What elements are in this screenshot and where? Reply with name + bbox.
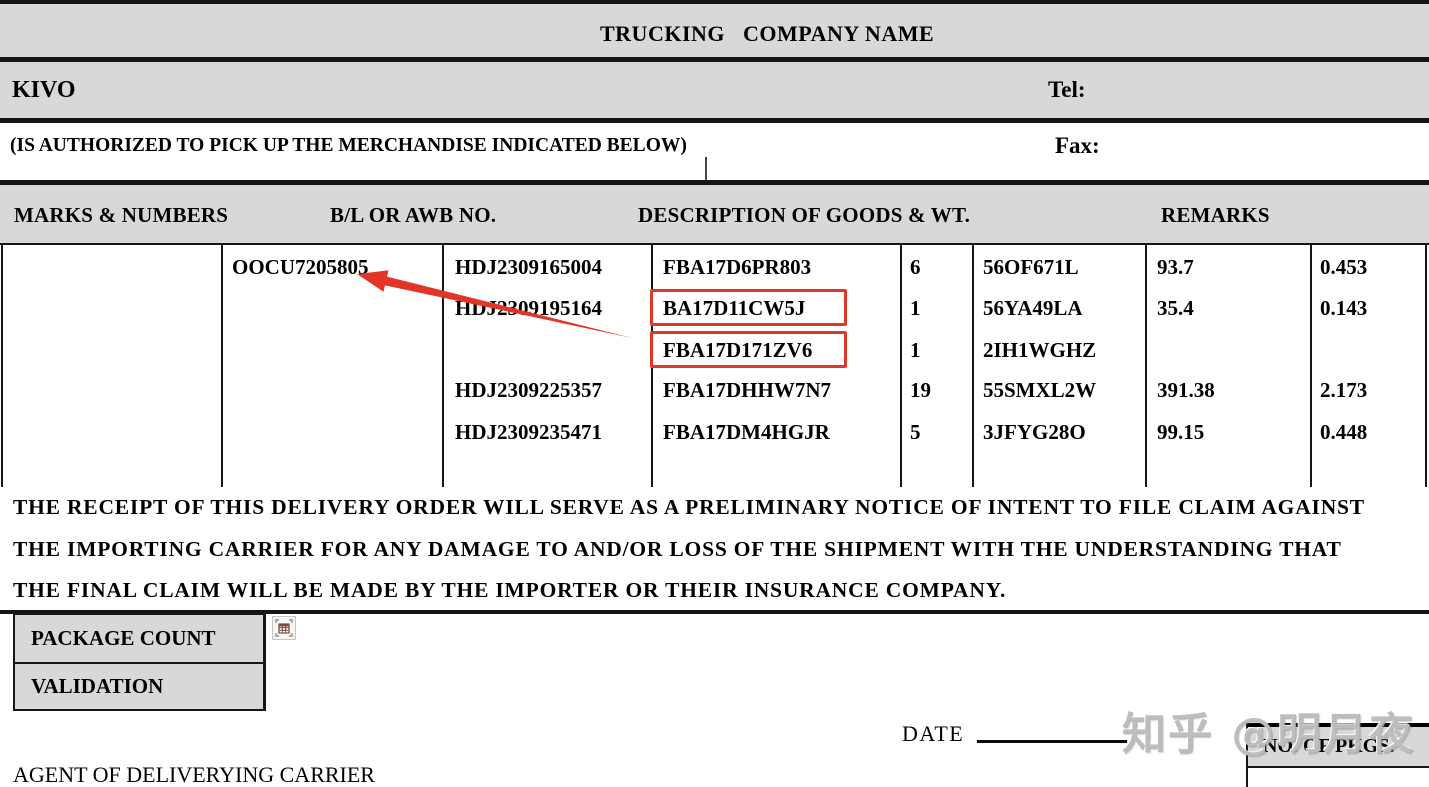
cell-volume: 2.173 [1320, 378, 1368, 402]
validation-label: VALIDATION [31, 674, 164, 698]
cell-weight: 391.38 [1157, 378, 1215, 402]
package-count-label: PACKAGE COUNT [31, 626, 216, 650]
cell-bl-awb-no: HDJ2309165004 [455, 255, 602, 279]
divider-2 [0, 118, 1429, 123]
cell-divider-stub [705, 157, 707, 180]
red-highlight-box [650, 331, 847, 368]
cell-container-no: OOCU7205805 [232, 255, 369, 279]
col-header-description: DESCRIPTION OF GOODS & WT. [638, 203, 971, 227]
title-band: TRUCKING COMPANY NAME [0, 4, 1429, 57]
cell-shipment-id: BA17D11CW5J [663, 296, 806, 320]
cell-pkg-qty: 19 [910, 378, 931, 402]
cell-pkg-qty: 6 [910, 255, 921, 279]
col-header-marks: MARKS & NUMBERS [14, 203, 229, 227]
column-line [221, 245, 223, 487]
no-of-pkgs-label: NO. OF PKGS. [1263, 735, 1395, 757]
tel-label: Tel: [1048, 77, 1086, 102]
table-border-right [1425, 245, 1427, 487]
date-signature-line [977, 740, 1127, 743]
package-count-box: PACKAGE COUNT [13, 613, 266, 664]
divider-1 [0, 57, 1429, 62]
footer-divider [0, 610, 1429, 614]
document-title: TRUCKING COMPANY NAME [600, 21, 935, 46]
table-border-left [1, 245, 3, 487]
cell-bl-awb-no: HDJ2309235471 [455, 420, 602, 444]
cell-volume: 0.143 [1320, 296, 1368, 320]
cell-weight: 99.15 [1157, 420, 1205, 444]
cell-volume: 0.448 [1320, 420, 1368, 444]
pkgs-column-border-stub [1246, 768, 1248, 787]
trucking-company-name: KIVO [12, 77, 76, 103]
column-line [1310, 245, 1312, 487]
fax-label: Fax: [1055, 133, 1100, 158]
column-line [900, 245, 902, 487]
cell-ref-code: 56OF671L [983, 255, 1079, 279]
column-line [442, 245, 444, 487]
top-border [0, 0, 1429, 4]
cell-weight: 93.7 [1157, 255, 1194, 279]
table-header-underline [0, 243, 1429, 245]
table-header-row: MARKS & NUMBERS B/L OR AWB NO. DESCRIPTI… [0, 185, 1429, 243]
disclaimer-line-2: THE IMPORTING CARRIER FOR ANY DAMAGE TO … [13, 537, 1342, 561]
disclaimer-line-1: THE RECEIPT OF THIS DELIVERY ORDER WILL … [13, 495, 1365, 519]
divider-3 [0, 180, 1429, 185]
cell-pkg-qty: 1 [910, 296, 921, 320]
column-line [972, 245, 974, 487]
authorization-band: (IS AUTHORIZED TO PICK UP THE MERCHANDIS… [0, 123, 1429, 180]
date-label: DATE [902, 721, 965, 746]
authorization-note: (IS AUTHORIZED TO PICK UP THE MERCHANDIS… [10, 135, 687, 156]
cell-pkg-qty: 5 [910, 420, 921, 444]
zhihu-watermark: 知乎 @明月夜 [1122, 709, 1416, 760]
cell-volume: 0.453 [1320, 255, 1368, 279]
cell-shipment-id: FBA17DHHW7N7 [663, 378, 831, 402]
cell-ref-code: 56YA49LA [983, 296, 1083, 320]
col-header-remarks: REMARKS [1161, 203, 1270, 227]
cell-ref-code: 3JFYG28O [983, 420, 1086, 444]
column-line [1145, 245, 1147, 487]
red-highlight-box [650, 289, 847, 326]
cell-shipment-id: FBA17DM4HGJR [663, 420, 830, 444]
disclaimer-line-3: THE FINAL CLAIM WILL BE MADE BY THE IMPO… [13, 578, 1007, 602]
agent-of-delivering-carrier-label: AGENT OF DELIVERYING CARRIER [13, 762, 375, 787]
cell-ref-code: 55SMXL2W [983, 378, 1097, 402]
cell-shipment-id: FBA17D6PR803 [663, 255, 812, 279]
validation-box: VALIDATION [13, 662, 266, 711]
cell-ref-code: 2IH1WGHZ [983, 338, 1097, 362]
cell-weight: 35.4 [1157, 296, 1194, 320]
cell-bl-awb-no: HDJ2309225357 [455, 378, 602, 402]
table-selector-icon[interactable] [272, 616, 296, 640]
no-of-pkgs-box: NO. OF PKGS. [1246, 723, 1429, 768]
company-band: KIVO Tel: [0, 62, 1429, 118]
col-header-bl-awb: B/L OR AWB NO. [330, 203, 497, 227]
cell-pkg-qty: 1 [910, 338, 921, 362]
cell-bl-awb-no: HDJ2309195164 [455, 296, 602, 320]
cell-shipment-id: FBA17D171ZV6 [663, 338, 813, 362]
